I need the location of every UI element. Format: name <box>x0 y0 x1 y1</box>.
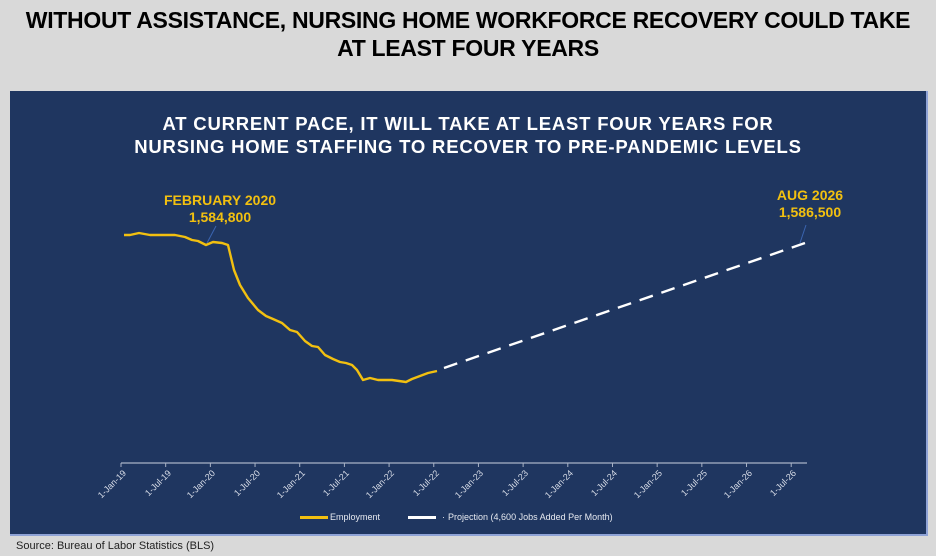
main-title-line-2: AT LEAST FOUR YEARS <box>337 35 599 61</box>
x-axis-ticks <box>120 463 792 467</box>
legend-label-projection: Projection (4,600 Jobs Added Per Month) <box>448 512 613 522</box>
main-title: WITHOUT ASSISTANCE, NURSING HOME WORKFOR… <box>0 6 936 62</box>
legend-swatch-projection <box>408 515 437 519</box>
employment-line <box>124 231 438 384</box>
projection-line <box>443 241 806 370</box>
callout-february-2020: FEBRUARY 2020 1,584,800 <box>150 192 290 226</box>
chart-subtitle: AT CURRENT PACE, IT WILL TAKE AT LEAST F… <box>0 112 936 158</box>
chart-panel <box>10 91 928 536</box>
callout-end-value: 1,586,500 <box>778 204 842 220</box>
callout-leader-end <box>799 224 807 244</box>
callout-start-value: 1,584,800 <box>188 209 252 225</box>
callout-aug-2026: AUG 2026 1,586,500 <box>770 187 850 221</box>
legend-swatch-employment <box>300 515 328 519</box>
legend-dot: · <box>442 512 446 522</box>
callout-leader-start <box>206 225 217 244</box>
chart-subtitle-line-2: NURSING HOME STAFFING TO RECOVER TO PRE-… <box>134 136 802 157</box>
callout-end-label: AUG 2026 <box>776 187 844 203</box>
chart-legend: Employment · Projection (4,600 Jobs Adde… <box>300 512 613 522</box>
main-title-line-1: WITHOUT ASSISTANCE, NURSING HOME WORKFOR… <box>25 7 911 33</box>
source-note: Source: Bureau of Labor Statistics (BLS) <box>16 540 215 552</box>
chart-subtitle-line-1: AT CURRENT PACE, IT WILL TAKE AT LEAST F… <box>162 113 774 134</box>
legend-label-employment: Employment <box>330 512 381 522</box>
callout-start-label: FEBRUARY 2020 <box>163 192 277 208</box>
